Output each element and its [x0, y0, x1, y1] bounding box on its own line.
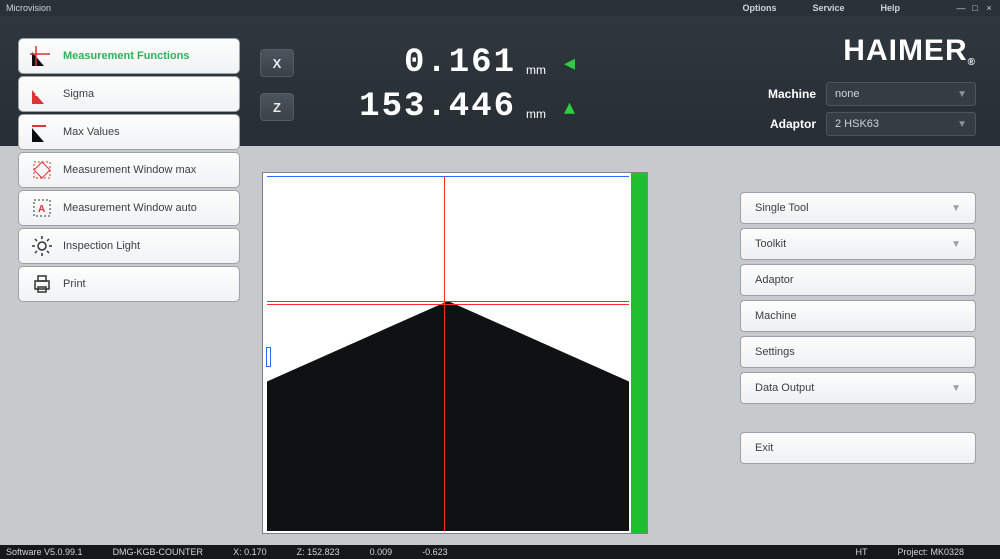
action-single-tool[interactable]: Single Tool ▼ [740, 192, 976, 224]
status-v2: -0.623 [422, 547, 448, 557]
chevron-down-icon: ▼ [957, 119, 967, 130]
minimize-icon[interactable]: — [956, 3, 966, 13]
status-x: X: 0.170 [233, 547, 267, 557]
axis-x-button[interactable]: X [260, 49, 294, 77]
sidebar-item-label: Measurement Window auto [63, 202, 197, 214]
action-label: Single Tool [755, 202, 809, 214]
status-z: Z: 152.823 [297, 547, 340, 557]
readout-x: X 0.161 mm ◂ [260, 44, 690, 82]
brand-logo: HAIMER® [690, 34, 976, 68]
guide-marker [266, 347, 271, 367]
action-label: Machine [755, 310, 797, 322]
readout-z: Z 153.446 mm ▴ [260, 88, 690, 126]
sidebar-item-window-max[interactable]: Measurement Window max [18, 152, 240, 188]
action-machine[interactable]: Machine [740, 300, 976, 332]
readout-x-unit: mm [526, 63, 546, 77]
window-controls: — □ × [956, 3, 994, 13]
max-values-icon [29, 119, 55, 145]
action-label: Toolkit [755, 238, 786, 250]
action-label: Settings [755, 346, 795, 358]
print-icon [29, 271, 55, 297]
selector-machine-value: none [835, 88, 859, 100]
sidebar-item-window-auto[interactable]: A Measurement Window auto [18, 190, 240, 226]
sidebar-item-sigma[interactable]: Σ Sigma [18, 76, 240, 112]
action-toolkit[interactable]: Toolkit ▼ [740, 228, 976, 260]
menu-service[interactable]: Service [812, 3, 844, 13]
window-max-icon [29, 157, 55, 183]
chevron-down-icon: ▼ [957, 89, 967, 100]
crosshair-horizontal [267, 304, 629, 305]
brand-name: HAIMER [843, 34, 967, 67]
sidebar-item-print[interactable]: Print [18, 266, 240, 302]
action-adaptor[interactable]: Adaptor [740, 264, 976, 296]
maximize-icon[interactable]: □ [970, 3, 980, 13]
menu-options[interactable]: Options [742, 3, 776, 13]
axis-z-button[interactable]: Z [260, 93, 294, 121]
sidebar-item-inspection-light[interactable]: Inspection Light [18, 228, 240, 264]
action-label: Exit [755, 442, 773, 454]
action-label: Data Output [755, 382, 814, 394]
selector-adaptor-label: Adaptor [770, 117, 816, 131]
app-name: Microvision [6, 3, 51, 13]
readouts: X 0.161 mm ◂ Z 153.446 mm ▴ [260, 16, 690, 146]
light-icon [29, 233, 55, 259]
svg-text:Σ: Σ [35, 88, 41, 99]
sidebar-item-label: Print [63, 278, 86, 290]
brand-reg: ® [968, 57, 976, 68]
sidebar-item-label: Max Values [63, 126, 120, 138]
status-device: DMG-KGB-COUNTER [113, 547, 204, 557]
sidebar: Measurement Functions Σ Sigma Max Values… [18, 38, 240, 304]
status-v1: 0.009 [370, 547, 393, 557]
selector-machine-row: Machine none ▼ [690, 82, 976, 106]
titlebar: Microvision Options Service Help — □ × [0, 0, 1000, 16]
selector-adaptor-value: 2 HSK63 [835, 118, 879, 130]
guide-line-top [267, 176, 629, 177]
actions-panel: Single Tool ▼ Toolkit ▼ Adaptor Machine … [740, 192, 976, 464]
readout-z-value: 153.446 [316, 88, 516, 126]
selector-adaptor[interactable]: 2 HSK63 ▼ [826, 112, 976, 136]
tool-silhouette [267, 301, 629, 531]
sidebar-item-label: Measurement Window max [63, 164, 196, 176]
svg-text:A: A [38, 204, 45, 215]
selector-machine-label: Machine [768, 87, 816, 101]
selector-machine[interactable]: none ▼ [826, 82, 976, 106]
arrow-left-icon: ◂ [564, 52, 575, 74]
sidebar-item-label: Inspection Light [63, 240, 140, 252]
sidebar-item-measurement-functions[interactable]: Measurement Functions [18, 38, 240, 74]
statusbar: Software V5.0.99.1 DMG-KGB-COUNTER X: 0.… [0, 545, 1000, 559]
sigma-icon: Σ [29, 81, 55, 107]
guide-line-edge [267, 301, 629, 302]
measurement-viewport[interactable] [262, 172, 648, 534]
main-body: Measurement Functions Σ Sigma Max Values… [0, 146, 1000, 545]
status-version: Software V5.0.99.1 [6, 547, 83, 557]
selector-adaptor-row: Adaptor 2 HSK63 ▼ [690, 112, 976, 136]
chevron-down-icon: ▼ [951, 383, 961, 394]
action-exit[interactable]: Exit [740, 432, 976, 464]
chevron-down-icon: ▼ [951, 239, 961, 250]
viewport-inner [267, 177, 629, 531]
action-data-output[interactable]: Data Output ▼ [740, 372, 976, 404]
brand-area: HAIMER® Machine none ▼ Adaptor 2 HSK63 ▼ [690, 16, 1000, 146]
window-auto-icon: A [29, 195, 55, 221]
sidebar-item-label: Measurement Functions [63, 50, 190, 62]
sidebar-item-max-values[interactable]: Max Values [18, 114, 240, 150]
status-mode: HT [855, 547, 867, 557]
readout-z-unit: mm [526, 107, 546, 121]
action-settings[interactable]: Settings [740, 336, 976, 368]
chevron-down-icon: ▼ [951, 203, 961, 214]
crosshair-vertical [444, 177, 445, 531]
measurement-functions-icon [29, 43, 55, 69]
arrow-up-icon: ▴ [564, 96, 575, 118]
status-project: Project: MK0328 [897, 547, 964, 557]
menu-help[interactable]: Help [880, 3, 900, 13]
close-icon[interactable]: × [984, 3, 994, 13]
focus-indicator [631, 173, 647, 533]
readout-x-value: 0.161 [316, 44, 516, 82]
sidebar-item-label: Sigma [63, 88, 94, 100]
action-label: Adaptor [755, 274, 794, 286]
